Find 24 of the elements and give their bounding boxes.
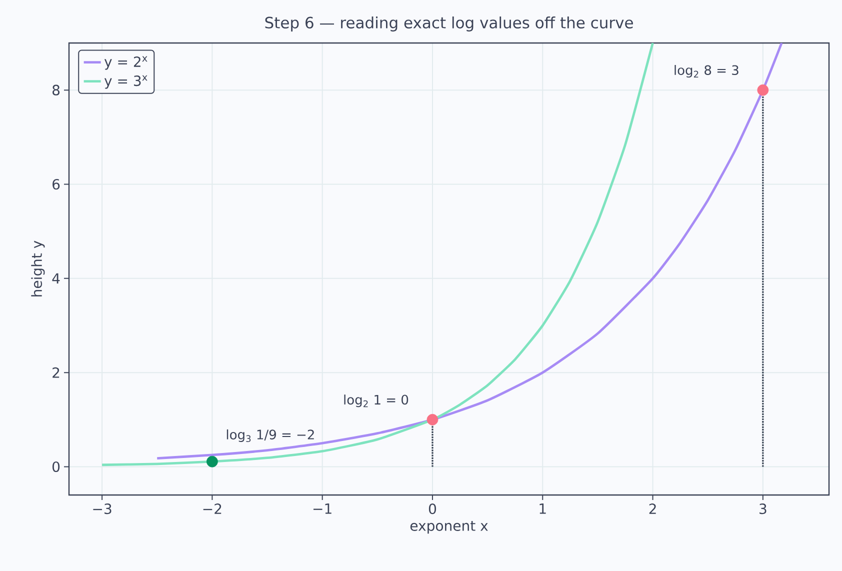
x-tick-label: 1 — [540, 504, 546, 514]
point — [757, 84, 769, 96]
y-tick-label: 2 — [52, 367, 60, 378]
y-tick-label: 6 — [52, 178, 60, 190]
chart-title: Step 6 — reading exact log values off the curve — [265, 16, 633, 32]
x-tick-label: −3 — [93, 504, 112, 514]
y-axis-title: height y — [31, 240, 45, 296]
x-tick-label: −2 — [203, 504, 222, 514]
point — [206, 456, 218, 468]
legend-label: y = 3$^{x}$ — [104, 75, 148, 89]
annotation: log$_{2}$ 8 = 3 — [674, 64, 738, 78]
annotation: log$_{3}$ 1/9 = −2 — [226, 429, 314, 442]
y-tick-label: 8 — [52, 84, 60, 96]
legend-label: y = 2$^{x}$ — [104, 56, 148, 70]
x-tick-label: 0 — [428, 504, 436, 514]
x-axis-title: exponent x — [410, 520, 488, 534]
x-tick-label: 3 — [760, 504, 766, 514]
y-tick-label: 0 — [52, 461, 60, 472]
point — [426, 414, 438, 426]
x-tick-label: −1 — [314, 504, 332, 514]
x-tick-label: 2 — [649, 504, 656, 514]
y-tick-label: 4 — [52, 273, 60, 284]
annotation: log$_{2}$ 1 = 0 — [344, 394, 408, 408]
line-series — [100, 42, 654, 466]
